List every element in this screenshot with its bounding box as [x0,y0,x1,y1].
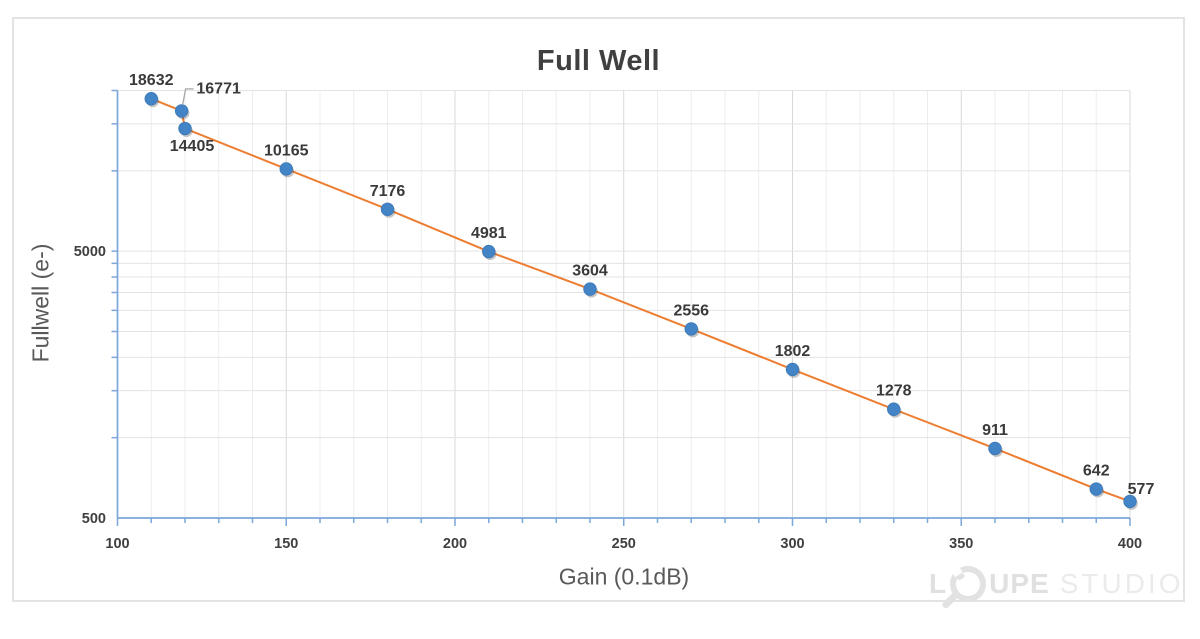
data-point-marker [1123,494,1137,509]
data-point-label: 14405 [170,138,215,155]
watermark: L UPE STUDIO [929,566,1184,610]
y-tick-label: 5000 [74,244,106,260]
data-point-label: 2556 [673,302,709,319]
loupe-icon [941,566,987,610]
label-leader-line [181,88,194,106]
data-point-label: 1278 [876,383,912,400]
watermark-text-right: STUDIO [1059,568,1184,599]
data-point-marker [583,282,597,296]
chart-title: Full Well [536,45,661,77]
chart-frame: Full Well [12,17,1185,602]
data-point-marker [988,441,1002,456]
x-tick-label: 400 [1118,536,1142,552]
data-point-marker [174,104,189,118]
x-tick-label: 150 [274,536,298,552]
x-tick-label: 200 [443,536,467,552]
data-point-label: 10165 [264,142,309,159]
data-point-label: 911 [982,422,1008,439]
data-point-marker [785,362,800,377]
data-point-marker [380,202,395,216]
data-point-label: 577 [1128,481,1155,498]
data-point-marker [279,162,293,176]
data-point-label: 4981 [471,225,507,242]
data-point-label: 3604 [572,263,608,280]
data-point-label: 642 [1083,463,1110,480]
data-point-marker [684,322,698,336]
y-axis-title: Fullwell (e-) [27,243,54,363]
x-tick-label: 300 [780,536,804,552]
data-point-label: 7176 [370,183,406,200]
x-tick-label: 250 [612,536,636,552]
data-point-label: 1802 [775,343,811,360]
y-tick-label: 500 [82,511,106,527]
data-point-marker [887,402,901,416]
watermark-text-mid: UPE [989,568,1050,599]
x-axis-title: Gain (0.1dB) [558,563,690,590]
watermark-text-left: L [929,568,948,599]
data-point-marker [144,92,158,106]
data-point-label: 18632 [129,72,174,89]
data-point-marker [1089,482,1103,496]
x-tick-label: 350 [949,536,973,552]
x-tick-label: 100 [105,536,129,552]
data-point-marker [482,244,496,259]
data-point-label: 16771 [196,80,241,97]
data-point-marker [178,121,192,136]
